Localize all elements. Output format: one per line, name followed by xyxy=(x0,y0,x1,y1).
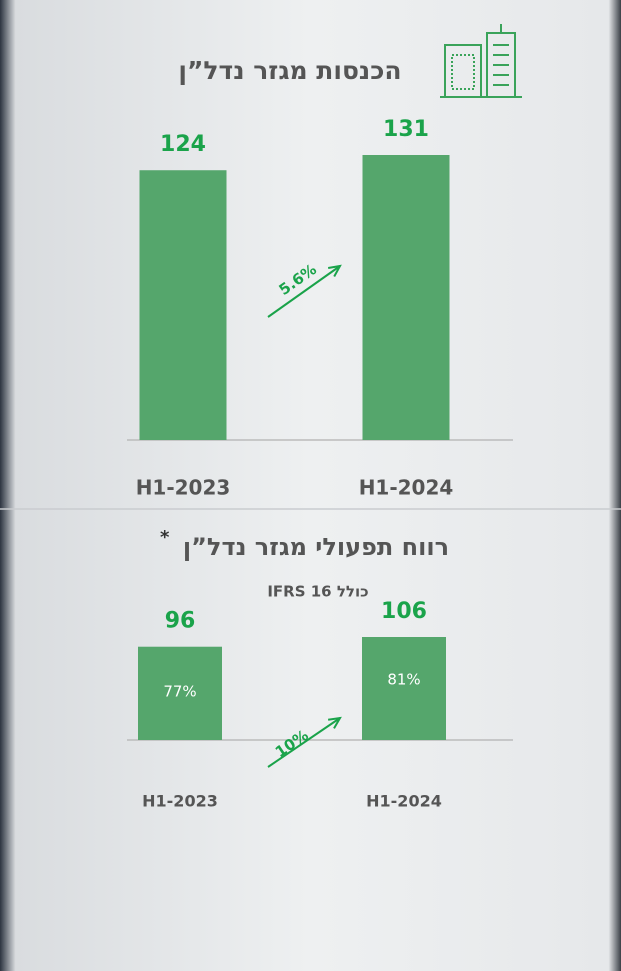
category-label: H1-2024 xyxy=(359,476,454,500)
category-label: H1-2023 xyxy=(136,476,231,500)
inner-label: 77% xyxy=(163,683,196,701)
value-label: 96 xyxy=(165,609,196,634)
value-label: 124 xyxy=(160,132,206,157)
chart-title: הכנסות מגזר נדל”ן xyxy=(178,56,401,85)
value-label: 131 xyxy=(383,117,429,142)
title-note: * xyxy=(160,527,170,548)
building-icon xyxy=(440,24,522,98)
bar xyxy=(362,637,446,740)
inner-label: 81% xyxy=(387,671,420,689)
arrow-head xyxy=(327,716,342,729)
chart-subtitle: כולל IFRS 16 xyxy=(267,583,368,601)
chart-title: רווח תפעולי מגזר נדל”ן xyxy=(183,533,449,561)
arrow-head xyxy=(328,264,342,277)
category-label: H1-2024 xyxy=(366,792,442,811)
value-label: 106 xyxy=(381,599,427,624)
growth-arrow xyxy=(267,717,341,768)
bar xyxy=(362,155,450,440)
category-label: H1-2023 xyxy=(142,792,218,811)
bar xyxy=(139,170,227,440)
growth-arrow xyxy=(267,265,341,318)
bar xyxy=(138,646,222,740)
